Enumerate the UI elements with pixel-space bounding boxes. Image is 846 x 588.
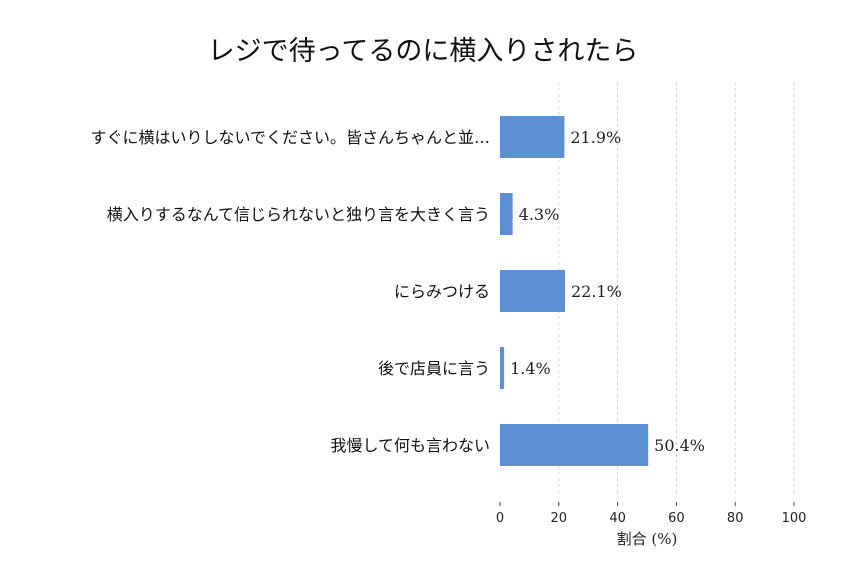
value-label: 22.1% — [571, 282, 622, 301]
value-labels: 21.9% 4.3% 22.1% 1.4% 50.4% — [510, 128, 705, 455]
value-label: 21.9% — [570, 128, 621, 147]
bar — [500, 193, 513, 235]
x-tick-label: 100 — [782, 511, 807, 526]
category-labels: すぐに横はいりしないでください。皆さんちゃんと並… 横入りするなんて信じられないと… — [90, 128, 490, 455]
category-label: 後で店員に言う — [378, 359, 490, 378]
x-tick-label: 40 — [609, 511, 626, 526]
x-tick-label: 20 — [551, 511, 568, 526]
x-axis-title: 割合 (%) — [617, 530, 678, 548]
x-tick-label: 80 — [727, 511, 744, 526]
bar — [500, 116, 565, 158]
bar — [500, 424, 649, 466]
chart-title: レジで待ってるのに横入りされたら — [208, 36, 639, 67]
category-label: にらみつける — [394, 282, 490, 301]
category-label: 横入りするなんて信じられないと独り言を大きく言う — [107, 205, 490, 224]
bar — [500, 270, 565, 312]
x-axis: 0 20 40 60 80 100 — [496, 502, 807, 526]
bars — [500, 116, 649, 466]
x-tick-label: 60 — [668, 511, 685, 526]
x-tick-label: 0 — [496, 511, 504, 526]
value-label: 1.4% — [510, 359, 551, 378]
value-label: 4.3% — [519, 205, 560, 224]
category-label: 我慢して何も言わない — [330, 436, 490, 455]
bar — [500, 347, 505, 389]
category-label: すぐに横はいりしないでください。皆さんちゃんと並… — [90, 128, 490, 147]
value-label: 50.4% — [654, 436, 705, 455]
